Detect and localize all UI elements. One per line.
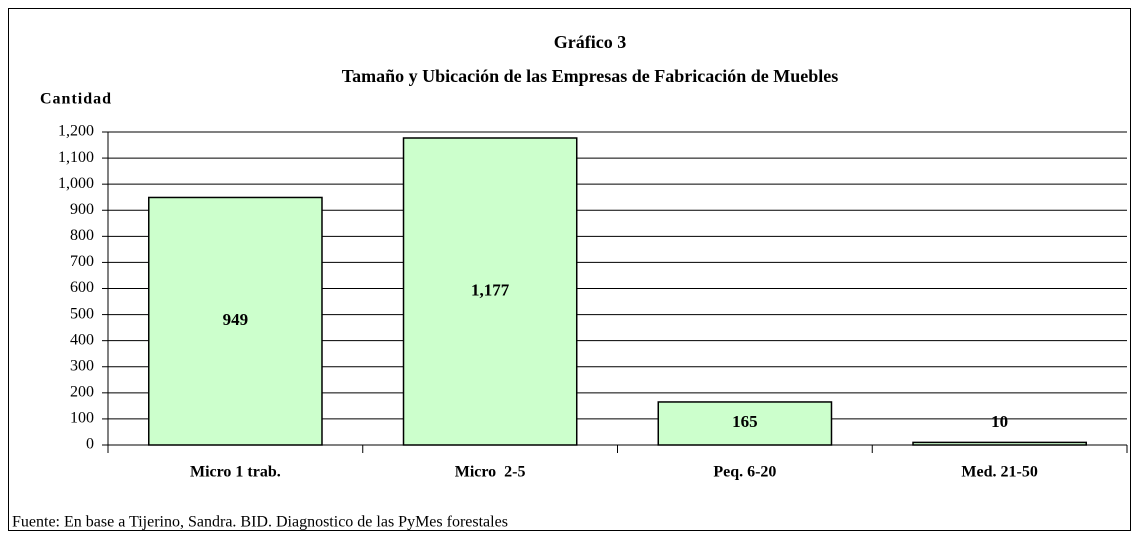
chart-title: Gráfico 3 [554, 32, 626, 52]
data-label: 1,177 [471, 280, 510, 299]
x-tick-label: Peq. 6-20 [713, 464, 776, 481]
data-label: 949 [223, 310, 249, 329]
y-tick-label: 1,100 [58, 149, 94, 166]
bar [657, 401, 833, 446]
y-tick-label: 800 [70, 227, 94, 244]
y-axis-label: Cantidad [40, 91, 112, 108]
y-tick-label: 700 [70, 253, 94, 270]
x-tick-label: Med. 21-50 [961, 464, 1037, 481]
y-tick-label: 400 [70, 331, 94, 348]
source-note: Fuente: En base a Tijerino, Sandra. BID.… [12, 514, 508, 531]
y-tick-label: 1,200 [58, 123, 94, 140]
y-tick-label: 600 [70, 279, 94, 296]
data-label: 10 [991, 412, 1008, 431]
y-tick-label: 0 [86, 436, 94, 453]
data-label: 165 [732, 412, 758, 431]
bar [148, 196, 323, 446]
y-tick-label: 1,000 [58, 175, 94, 192]
y-tick-label: 300 [70, 357, 94, 374]
chart-subtitle: Tamaño y Ubicación de las Empresas de Fa… [342, 66, 839, 86]
y-tick-label: 900 [70, 201, 94, 218]
y-tick-label: 100 [70, 410, 94, 427]
x-tick-label: Micro 2-5 [455, 464, 526, 481]
y-tick-label: 200 [70, 384, 94, 401]
y-tick-label: 500 [70, 305, 94, 322]
x-tick-label: Micro 1 trab. [190, 464, 281, 481]
